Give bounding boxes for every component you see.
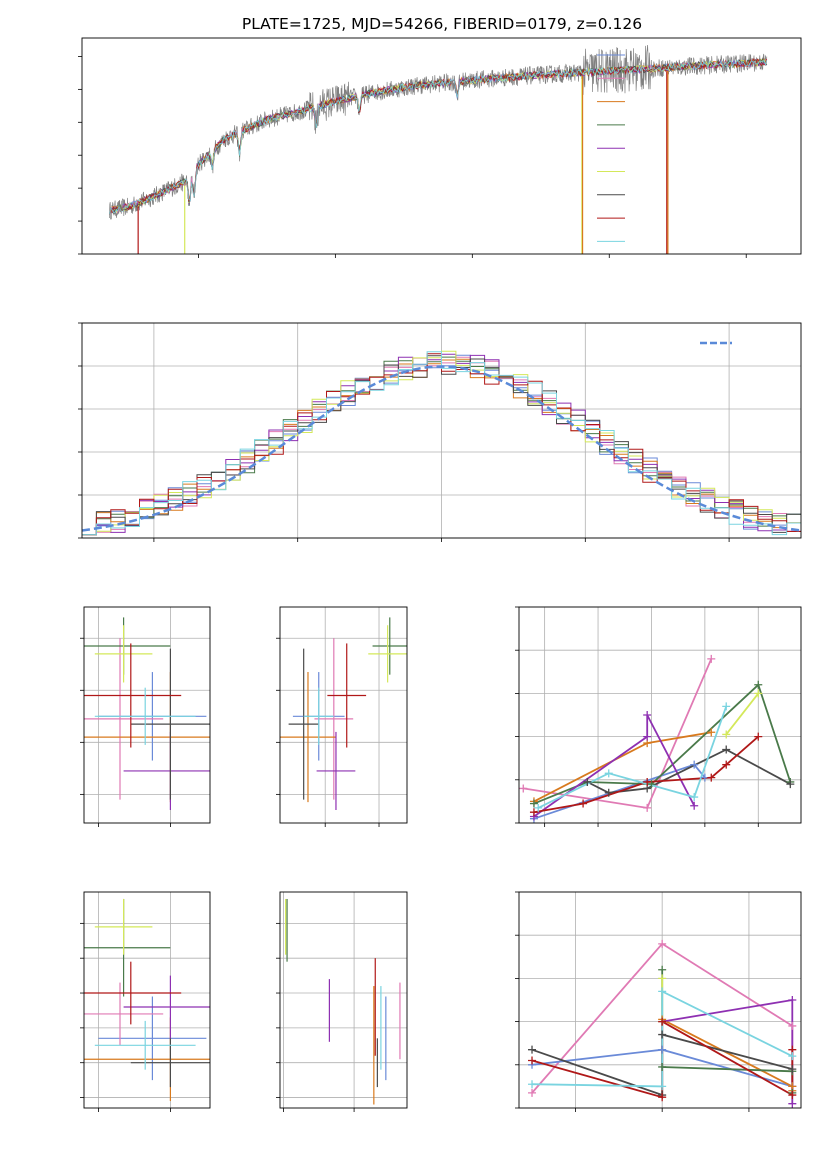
point-marker-salpeter-stelib: [788, 1091, 797, 1100]
point-marker-salpeter-elodie: [643, 732, 652, 741]
point-marker-salpeter-stelib: [707, 773, 716, 782]
panel-weight-vs-Z: [515, 891, 802, 1112]
point-marker-chabrier-stelib: [722, 745, 731, 754]
point-marker-chabrier-elodie: [658, 965, 667, 974]
plot-area: [109, 44, 768, 254]
series-line-kroupa-elodie: [725, 692, 760, 735]
point-marker-chabrier-stelib: [658, 1030, 667, 1039]
point-marker-kroupa-elodie: [754, 689, 763, 698]
point-marker-salpeter-miles: [519, 784, 528, 793]
point-marker-kroupa-stelib: [658, 1082, 667, 1091]
point-marker-kroupa-stelib: [658, 987, 667, 996]
point-marker-chabrier-elodie: [647, 780, 656, 789]
point-marker-kroupa-elodie: [722, 730, 731, 739]
series-line-chabrier-elodie: [661, 969, 794, 1093]
panel-age-vs-mass: [276, 606, 408, 827]
point-marker-kroupa-stelib: [528, 1080, 537, 1089]
panel-mass-vs-Z: [80, 891, 211, 1112]
point-marker-salpeter-miles: [658, 939, 667, 948]
point-marker-chabrier-elodie: [754, 680, 763, 689]
point-marker-chabrier-stelib: [786, 780, 795, 789]
axes-frame: [518, 606, 802, 824]
plot-area: [280, 617, 407, 810]
point-marker-salpeter-stelib: [528, 1056, 537, 1065]
point-marker-kroupa-stelib: [604, 769, 613, 778]
point-marker-kroupa-stelib: [690, 793, 699, 802]
point-marker-salpeter-stelib: [579, 799, 588, 808]
figure-title: PLATE=1725, MJD=54266, FIBERID=0179, z=0…: [242, 15, 642, 33]
point-marker-salpeter-stelib: [722, 760, 731, 769]
plot-area: [82, 350, 801, 536]
histogram-kroupa-stelib: [82, 351, 801, 536]
plot-area: [84, 898, 210, 1102]
panel-spectrum: [78, 37, 802, 258]
series-line-salpeter-elodie: [533, 714, 695, 818]
point-marker-salpeter-elodie: [690, 801, 699, 810]
point-marker-salpeter-stelib: [754, 732, 763, 741]
point-marker-salpeter-elodie: [788, 1099, 797, 1108]
series-line-chabrier-stelib: [586, 748, 791, 794]
point-marker-chabrier-elodie: [529, 799, 538, 808]
plot-area: [523, 658, 792, 820]
point-marker-salpeter-stelib: [658, 1093, 667, 1102]
point-marker-salpeter-miles: [788, 1021, 797, 1030]
series-line-salpeter-stelib: [533, 735, 759, 814]
panel-age-vs-Z: [80, 606, 211, 827]
point-marker-kroupa-stelib: [534, 803, 543, 812]
point-marker-chabrier-stelib: [788, 1065, 797, 1074]
point-marker-salpeter-miles: [707, 654, 716, 663]
point-marker-salpeter-elodie: [788, 996, 797, 1004]
point-marker-salpeter-stelib: [658, 1017, 667, 1026]
point-marker-salpeter-elodie: [643, 711, 652, 719]
point-marker-kroupa-stelib: [788, 1052, 797, 1061]
axes-frame: [518, 891, 802, 1109]
point-marker-chabrier-elodie: [658, 1062, 667, 1071]
point-marker-chabrier-miles: [658, 1045, 667, 1054]
point-marker-salpeter-stelib: [643, 777, 652, 786]
plot-area: [285, 898, 401, 1105]
axes-frame: [81, 37, 802, 255]
panel-weight-vs-age: [515, 606, 802, 827]
point-marker-kroupa-stelib: [722, 702, 731, 711]
point-marker-chabrier-stelib: [583, 777, 592, 786]
panel-residuals: [78, 322, 802, 542]
point-marker-salpeter-miles: [528, 1088, 537, 1097]
point-marker-chabrier-stelib: [528, 1045, 537, 1054]
axes-frame: [83, 891, 211, 1109]
axes-frame: [83, 606, 211, 824]
legend: [597, 54, 625, 242]
point-marker-chabrier-miles: [690, 760, 699, 769]
point-marker-kroupa-elodie: [658, 974, 667, 983]
point-marker-chabrier-stelib: [604, 788, 613, 797]
point-marker-salpeter-miles: [643, 803, 652, 812]
model-line-kroupa-stelib: [109, 59, 768, 215]
axes-frame: [81, 322, 802, 539]
panel-mass-vs-ebv: [276, 891, 408, 1112]
series-line-kroupa-stelib: [531, 989, 793, 1088]
point-marker-kroupa-miles: [707, 728, 716, 737]
plot-area: [84, 617, 210, 810]
normal-distribution-curve: [82, 365, 801, 532]
axes-frame: [279, 891, 408, 1109]
axes-frame: [279, 606, 408, 824]
point-marker-salpeter-stelib: [529, 808, 538, 817]
